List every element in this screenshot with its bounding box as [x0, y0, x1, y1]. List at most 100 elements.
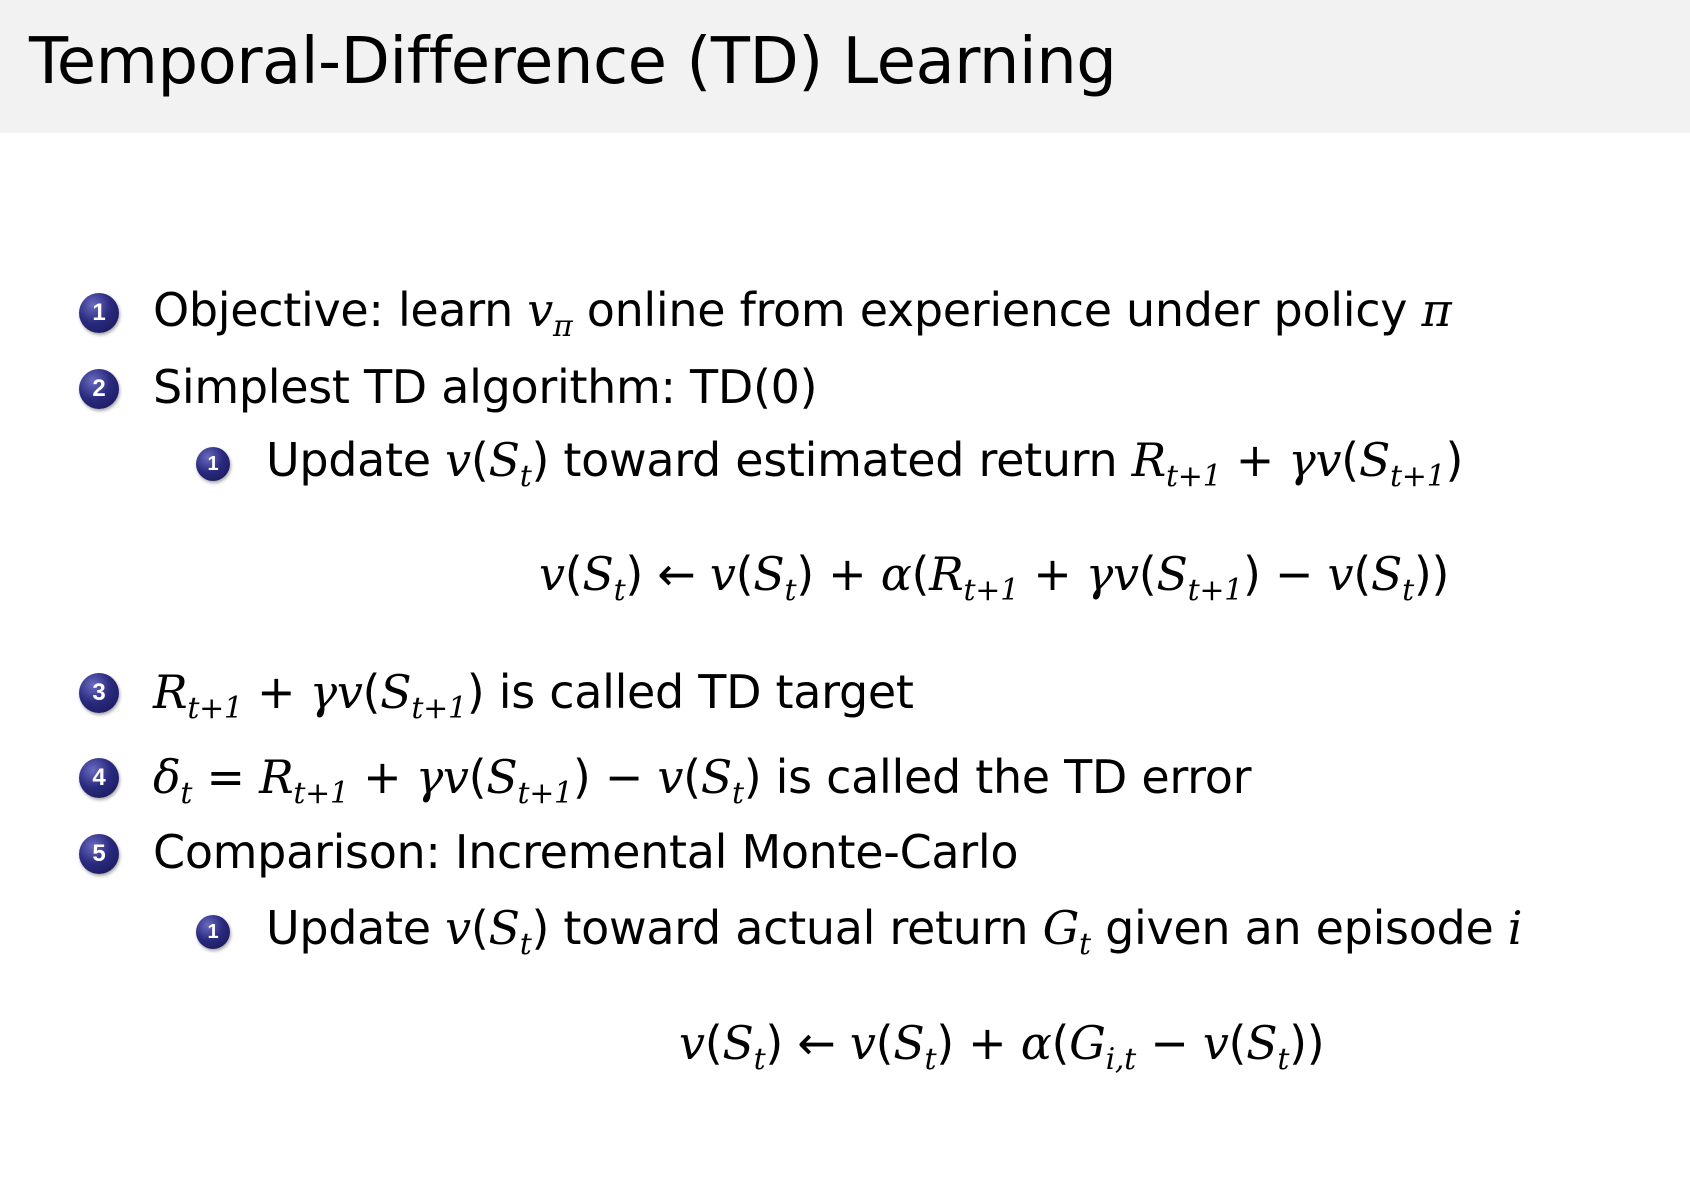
math-symbol: v	[445, 901, 471, 955]
math-subscript: t+1	[1166, 459, 1222, 494]
item-objective: Objective: learn vπ online from experien…	[153, 287, 1452, 342]
text-run: =	[192, 750, 260, 804]
math-symbol: v	[679, 1016, 705, 1070]
sub-bullet-number-icon: 1	[196, 447, 230, 481]
text-run: (	[704, 1016, 723, 1070]
text-run: −	[1135, 1016, 1203, 1070]
math-symbol: G	[1042, 901, 1080, 955]
math-symbol: S	[488, 433, 520, 487]
equation-mc-update: v(St) ← v(St) + α(Gi,t − v(St))	[679, 1020, 1325, 1077]
math-symbol: α	[1020, 1016, 1052, 1070]
text-run: (	[1138, 547, 1157, 601]
math-subscript: t+1	[187, 691, 243, 726]
math-symbol: S	[486, 750, 518, 804]
math-subscript: t	[519, 927, 532, 962]
item-td-error: δt = Rt+1 + γv(St+1) − v(St) is called t…	[153, 754, 1252, 811]
text-run: ) toward actual return	[531, 901, 1043, 955]
math-symbol: v	[657, 750, 684, 804]
math-subscript: t	[753, 1042, 766, 1077]
text-run: ) is called the TD error	[743, 750, 1252, 804]
text-run: (	[470, 433, 489, 487]
math-symbol: R	[1131, 433, 1167, 487]
math-subscript: i,t	[1105, 1042, 1137, 1077]
math-subscript: t	[924, 1042, 937, 1077]
text-run: online from experience under policy	[572, 283, 1422, 337]
text-run: Comparison: Incremental Monte-Carlo	[153, 825, 1019, 879]
text-run: +	[1221, 433, 1289, 487]
equation-td0-update: v(St) ← v(St) + α(Rt+1 + γv(St+1) − v(St…	[539, 551, 1449, 606]
math-symbol: v	[709, 547, 736, 601]
math-symbol: R	[153, 665, 188, 719]
math-symbol: R	[929, 547, 964, 601]
text-run: (	[1228, 1016, 1247, 1070]
math-symbol: v	[445, 433, 471, 487]
text-run: given an episode	[1090, 901, 1508, 955]
math-symbol: γv	[415, 750, 469, 804]
item-comparison: Comparison: Incremental Monte-Carlo	[153, 829, 1019, 875]
math-subscript: t	[1079, 927, 1091, 962]
text-run: (	[735, 547, 754, 601]
math-subscript: t+1	[1390, 459, 1446, 494]
math-subscript: t	[731, 776, 744, 811]
item-td-target: Rt+1 + γv(St+1) is called TD target	[153, 669, 914, 724]
math-subscript: t	[1402, 573, 1414, 608]
bullet-number-icon: 2	[79, 369, 119, 409]
text-run: +	[348, 750, 416, 804]
text-run: (	[1353, 547, 1371, 601]
math-symbol: S	[1246, 1016, 1278, 1070]
bullet-number-icon: 5	[79, 834, 119, 874]
text-run: (	[1341, 433, 1359, 487]
math-symbol: S	[753, 547, 785, 601]
math-subscript: t	[1277, 1042, 1290, 1077]
math-subscript: t+1	[517, 776, 573, 811]
bullet-number-icon: 3	[79, 673, 119, 713]
text-run: Objective: learn	[153, 283, 528, 337]
math-symbol: i	[1507, 901, 1523, 955]
math-symbol: γv	[309, 665, 363, 719]
text-run: (	[470, 901, 489, 955]
math-subscript: t	[784, 573, 797, 608]
slide-title: Temporal-Difference (TD) Learning	[29, 25, 1117, 99]
math-subscript: t	[180, 776, 193, 811]
math-subscript: t	[519, 459, 532, 494]
math-symbol: v	[1327, 547, 1354, 601]
subitem-td-update: Update v(St) toward estimated return Rt+…	[266, 437, 1463, 492]
sub-bullet-number-icon: 1	[196, 915, 230, 949]
text-run: ) toward estimated return	[531, 433, 1132, 487]
text-run: (	[564, 547, 583, 601]
item-simplest-td: Simplest TD algorithm: TD(0)	[153, 364, 818, 410]
text-run: (	[1051, 1016, 1070, 1070]
math-symbol: π	[1421, 283, 1452, 337]
text-run: ) −	[572, 750, 658, 804]
math-symbol: R	[259, 750, 294, 804]
math-symbol: G	[1069, 1016, 1106, 1070]
text-run: ) is called TD target	[466, 665, 914, 719]
math-symbol: S	[893, 1016, 925, 1070]
math-symbol: α	[880, 547, 912, 601]
bullet-number-icon: 1	[79, 293, 119, 333]
text-run: ))	[1413, 547, 1450, 601]
math-symbol: δ	[153, 750, 181, 804]
text-run: ) ←	[765, 1016, 850, 1070]
math-symbol: S	[582, 547, 614, 601]
text-run: ))	[1289, 1016, 1325, 1070]
math-symbol: v	[527, 283, 553, 337]
text-run: Update	[266, 433, 446, 487]
text-run: ) +	[936, 1016, 1021, 1070]
bullet-number-icon: 4	[79, 758, 119, 798]
math-symbol: v	[539, 547, 565, 601]
text-run: Update	[266, 901, 446, 955]
math-symbol: S	[700, 750, 733, 804]
math-subscript: t+1	[1187, 573, 1244, 608]
subitem-mc-update: Update v(St) toward actual return Gt giv…	[266, 905, 1523, 962]
text-run: +	[1018, 547, 1086, 601]
text-run: ) −	[1242, 547, 1328, 601]
text-run: ) +	[796, 547, 881, 601]
math-symbol: γv	[1085, 547, 1139, 601]
math-subscript: t+1	[963, 573, 1020, 608]
text-run: Simplest TD algorithm: TD(0)	[153, 360, 818, 414]
math-symbol: S	[1358, 433, 1391, 487]
text-run: +	[242, 665, 310, 719]
text-run: (	[362, 665, 381, 719]
math-symbol: v	[849, 1016, 876, 1070]
